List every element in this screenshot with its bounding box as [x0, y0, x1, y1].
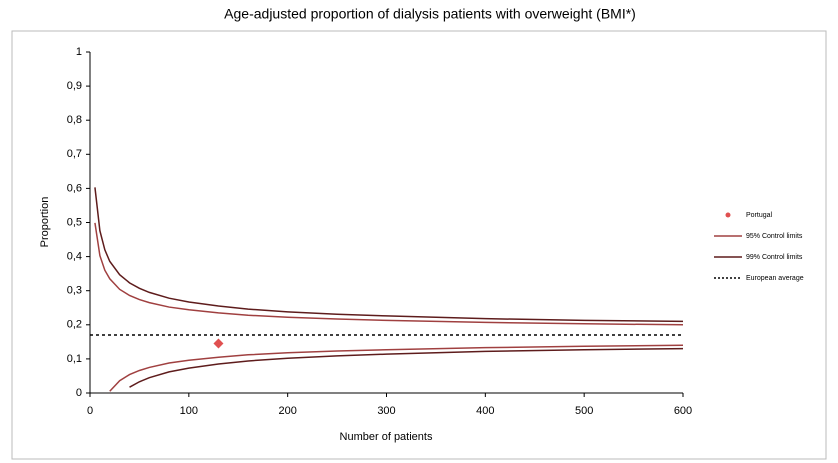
y-tick-label: 0,2 — [67, 319, 82, 331]
data-point — [213, 338, 224, 349]
x-tick-label: 200 — [278, 405, 296, 417]
x-tick-label: 500 — [575, 405, 593, 417]
legend-label: Portugal — [746, 212, 773, 219]
control-limit-line — [129, 347, 684, 388]
x-tick-label: 400 — [476, 405, 494, 417]
control-limit-line — [109, 344, 684, 392]
legend-label: 95% Control limits — [746, 233, 803, 240]
chart-frame — [11, 30, 827, 460]
control-limit-line — [94, 222, 684, 326]
control-limit-line — [94, 187, 684, 323]
x-tick-label: 100 — [180, 405, 198, 417]
legend-marker — [725, 212, 731, 218]
y-tick-label: 0,3 — [67, 285, 82, 297]
y-tick-label: 0,6 — [67, 182, 82, 194]
x-tick-label: 0 — [87, 405, 93, 417]
legend-label: European average — [746, 275, 804, 282]
y-tick-label: 0,7 — [67, 148, 82, 160]
x-axis-label: Number of patients — [340, 431, 433, 443]
chart-title: Age-adjusted proportion of dialysis pati… — [224, 6, 636, 22]
y-tick-label: 0,4 — [67, 251, 82, 263]
y-axis-label: Proportion — [39, 197, 51, 248]
legend-label: 99% Control limits — [746, 254, 803, 261]
y-tick-label: 0 — [76, 387, 82, 399]
y-tick-label: 0,5 — [67, 216, 82, 228]
y-tick-label: 0,8 — [67, 114, 82, 126]
y-tick-label: 0,1 — [67, 353, 82, 365]
x-tick-label: 300 — [377, 405, 395, 417]
y-tick-label: 1 — [76, 46, 82, 58]
y-tick-label: 0,9 — [67, 80, 82, 92]
x-tick-label: 600 — [674, 405, 692, 417]
